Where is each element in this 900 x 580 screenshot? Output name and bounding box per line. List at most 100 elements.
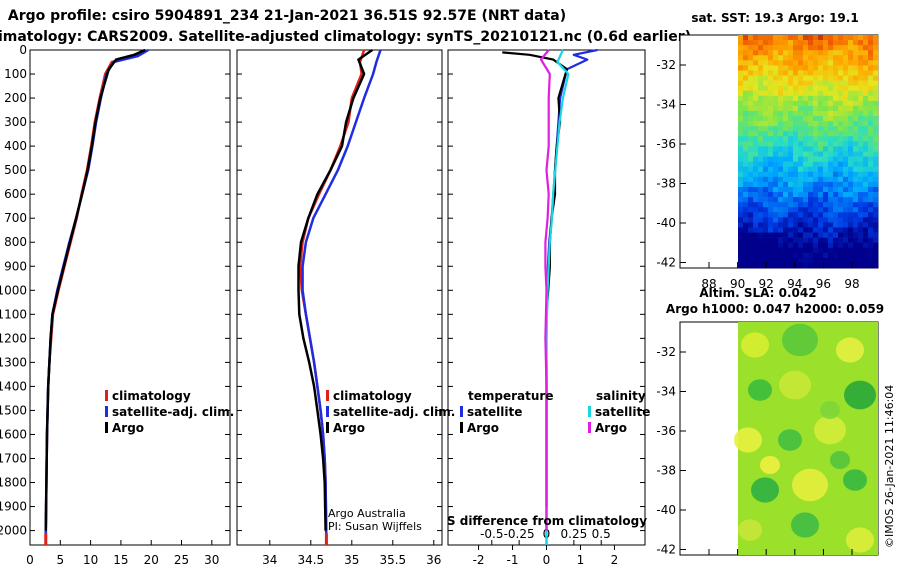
sst-cell — [873, 207, 879, 213]
sst-cell — [748, 171, 754, 178]
sst-cell — [738, 116, 744, 122]
sst-cell — [773, 45, 779, 51]
sst-cell — [743, 100, 749, 107]
sla-blob — [846, 527, 874, 553]
credit-line2: PI: Susan Wijffels — [328, 520, 422, 533]
sst-cell — [843, 131, 849, 137]
sst-cell — [863, 212, 869, 218]
sst-cell — [778, 105, 784, 112]
sst-cell — [818, 262, 824, 269]
sst-cell — [848, 186, 854, 193]
sst-cell — [768, 70, 774, 76]
sst-cell — [838, 75, 844, 81]
sst-cell — [743, 176, 749, 183]
sst-cell — [763, 181, 769, 188]
sst-cell — [803, 237, 809, 243]
sst-cell — [858, 90, 864, 97]
sst-cell — [843, 50, 849, 56]
sst-cell — [783, 181, 789, 188]
sst-cell — [798, 156, 804, 162]
sst-cell — [858, 40, 864, 46]
sst-cell — [823, 55, 829, 61]
sst-cell — [763, 217, 769, 223]
sst-cell — [813, 95, 819, 102]
sst-cell — [853, 181, 859, 188]
sst-cell — [863, 151, 869, 157]
sst-cell — [773, 161, 779, 167]
sst-cell — [783, 75, 789, 81]
sst-cell — [873, 151, 879, 157]
sst-cell — [843, 100, 849, 107]
lat-label: -36 — [656, 424, 676, 438]
sst-cell — [843, 252, 849, 259]
sst-cell — [823, 105, 829, 112]
sst-cell — [783, 45, 789, 51]
sst-cell — [873, 156, 879, 162]
sst-cell — [868, 45, 874, 51]
sst-cell — [763, 65, 769, 71]
sst-cell — [783, 105, 789, 112]
sst-cell — [748, 202, 754, 208]
sst-cell — [803, 202, 809, 208]
sst-cell — [823, 262, 829, 269]
sst-cell — [798, 136, 804, 142]
sst-cell — [833, 222, 839, 228]
sst-cell — [778, 192, 784, 198]
sst-cell — [778, 232, 784, 238]
sst-cell — [853, 80, 859, 86]
sst-cell — [763, 75, 769, 81]
sst-cell — [763, 202, 769, 208]
sst-cell — [808, 151, 814, 157]
sst-cell — [853, 90, 859, 97]
sst-cell — [748, 207, 754, 213]
sst-cell — [773, 50, 779, 56]
sst-cell — [763, 70, 769, 76]
sst-cell — [748, 161, 754, 167]
sst-cell — [813, 50, 819, 56]
sst-cell — [768, 75, 774, 81]
sst-cell — [738, 171, 744, 178]
sst-cell — [793, 156, 799, 162]
sst-cell — [773, 217, 779, 223]
sst-cell — [858, 166, 864, 173]
sst-cell — [788, 242, 794, 249]
sst-cell — [798, 126, 804, 132]
sst-cell — [798, 35, 804, 41]
lat-label: -32 — [656, 345, 676, 359]
sst-cell — [873, 176, 879, 183]
sst-cell — [753, 110, 759, 117]
sst-cell — [763, 156, 769, 162]
sst-cell — [828, 202, 834, 208]
sst-cell — [813, 161, 819, 167]
sst-cell — [858, 181, 864, 188]
sst-cell — [858, 156, 864, 162]
sst-cell — [838, 176, 844, 183]
sst-cell — [758, 90, 764, 97]
sst-cell — [868, 232, 874, 238]
sst-cell — [873, 65, 879, 71]
sst-cell — [748, 45, 754, 51]
sst-cell — [763, 207, 769, 213]
sst-cell — [818, 171, 824, 178]
sst-cell — [868, 40, 874, 46]
lat-label: -42 — [656, 256, 676, 270]
sst-cell — [738, 197, 744, 203]
sst-cell — [823, 242, 829, 249]
legend-swatch-climatology — [105, 390, 108, 401]
sst-cell — [818, 197, 824, 203]
sst-cell — [758, 70, 764, 76]
sst-cell — [808, 227, 814, 233]
sst-cell — [748, 222, 754, 228]
sst-cell — [853, 146, 859, 152]
sst-cell — [753, 126, 759, 132]
sst-cell — [843, 95, 849, 102]
sst-cell — [743, 217, 749, 223]
sst-cell — [738, 207, 744, 213]
sst-cell — [828, 70, 834, 76]
sst-cell — [783, 50, 789, 56]
sst-cell — [858, 176, 864, 183]
sst-cell — [778, 110, 784, 117]
sst-cell — [788, 161, 794, 167]
sst-cell — [798, 65, 804, 71]
sst-cell — [823, 166, 829, 173]
